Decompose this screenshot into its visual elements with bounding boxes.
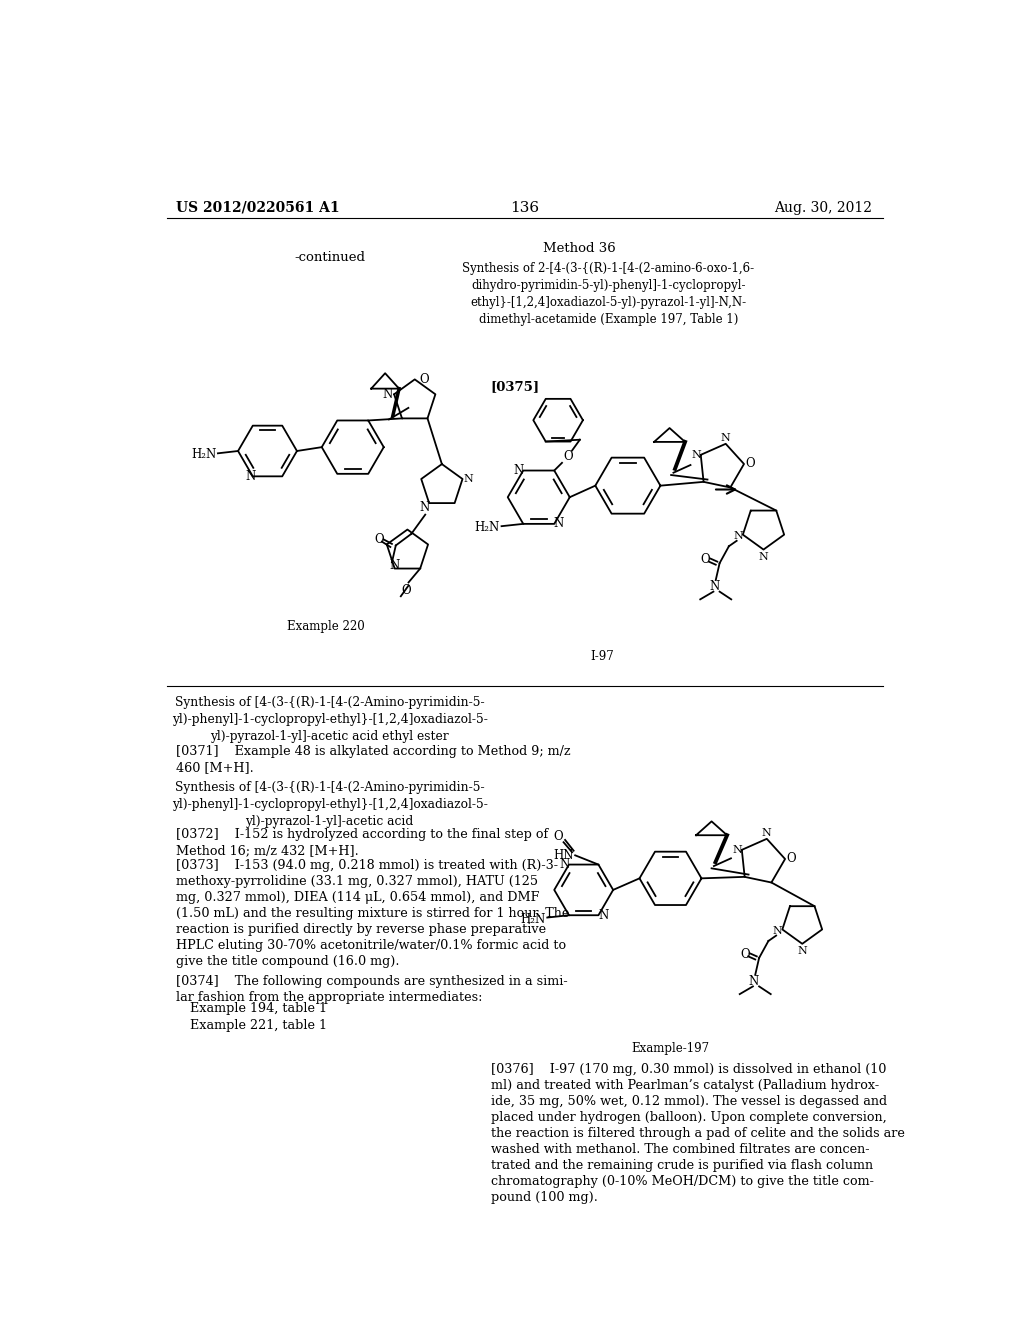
Text: N: N: [390, 558, 400, 572]
Text: N: N: [759, 552, 768, 562]
Text: [0374]    The following compounds are synthesized in a simi-
lar fashion from th: [0374] The following compounds are synth…: [176, 974, 567, 1003]
Text: Synthesis of 2-[4-(3-{(R)-1-[4-(2-amino-6-oxo-1,6-
dihydro-pyrimidin-5-yl)-pheny: Synthesis of 2-[4-(3-{(R)-1-[4-(2-amino-…: [463, 263, 755, 326]
Text: O: O: [374, 533, 384, 545]
Text: O: O: [401, 583, 411, 597]
Text: N: N: [598, 908, 608, 921]
Text: O: O: [786, 853, 796, 866]
Text: N: N: [749, 974, 759, 987]
Text: N: N: [709, 579, 719, 593]
Text: H₂N: H₂N: [191, 449, 216, 462]
Text: Aug. 30, 2012: Aug. 30, 2012: [774, 201, 872, 215]
Text: N: N: [732, 845, 742, 855]
Text: [0372]    I-152 is hydrolyzed according to the final step of
Method 16; m/z 432 : [0372] I-152 is hydrolyzed according to …: [176, 829, 548, 857]
Text: N: N: [464, 474, 473, 484]
Text: HN: HN: [553, 849, 573, 862]
Text: H₂N: H₂N: [520, 912, 546, 925]
Text: O: O: [700, 553, 711, 566]
Text: O: O: [553, 829, 563, 842]
Text: Method 36: Method 36: [543, 242, 615, 255]
Text: O: O: [563, 450, 573, 463]
Text: O: O: [419, 372, 429, 385]
Text: Synthesis of [4-(3-{(R)-1-[4-(2-Amino-pyrimidin-5-
yl)-phenyl]-1-cyclopropyl-eth: Synthesis of [4-(3-{(R)-1-[4-(2-Amino-py…: [172, 780, 487, 828]
Text: N: N: [691, 450, 701, 459]
Text: Example 194, table 1
Example 221, table 1: Example 194, table 1 Example 221, table …: [190, 1002, 327, 1031]
Text: N: N: [559, 858, 569, 871]
Text: N: N: [733, 531, 743, 541]
Text: O: O: [745, 458, 755, 470]
Text: H₂N: H₂N: [475, 521, 500, 535]
Text: N: N: [246, 470, 256, 483]
Text: N: N: [773, 925, 782, 936]
Text: Example-197: Example-197: [632, 1043, 710, 1056]
Text: N: N: [554, 517, 564, 531]
Text: [0375]: [0375]: [490, 380, 540, 393]
Text: US 2012/0220561 A1: US 2012/0220561 A1: [176, 201, 340, 215]
Text: -continued: -continued: [295, 251, 366, 264]
Text: N: N: [420, 502, 430, 515]
Text: N: N: [383, 388, 393, 401]
Text: I-97: I-97: [591, 649, 614, 663]
Text: [0373]    I-153 (94.0 mg, 0.218 mmol) is treated with (R)-3-
methoxy-pyrrolidine: [0373] I-153 (94.0 mg, 0.218 mmol) is tr…: [176, 859, 569, 968]
Text: Example 220: Example 220: [287, 620, 365, 634]
Text: N: N: [513, 465, 523, 477]
Text: O: O: [740, 948, 750, 961]
Text: 136: 136: [510, 201, 540, 215]
Text: N: N: [721, 433, 730, 442]
Text: N: N: [798, 946, 807, 957]
Text: N: N: [762, 828, 772, 838]
Text: Synthesis of [4-(3-{(R)-1-[4-(2-Amino-pyrimidin-5-
yl)-phenyl]-1-cyclopropyl-eth: Synthesis of [4-(3-{(R)-1-[4-(2-Amino-py…: [172, 696, 487, 743]
Text: [0376]    I-97 (170 mg, 0.30 mmol) is dissolved in ethanol (10
ml) and treated w: [0376] I-97 (170 mg, 0.30 mmol) is disso…: [490, 1063, 904, 1204]
Text: [0371]    Example 48 is alkylated according to Method 9; m/z
460 [M+H].: [0371] Example 48 is alkylated according…: [176, 744, 570, 774]
